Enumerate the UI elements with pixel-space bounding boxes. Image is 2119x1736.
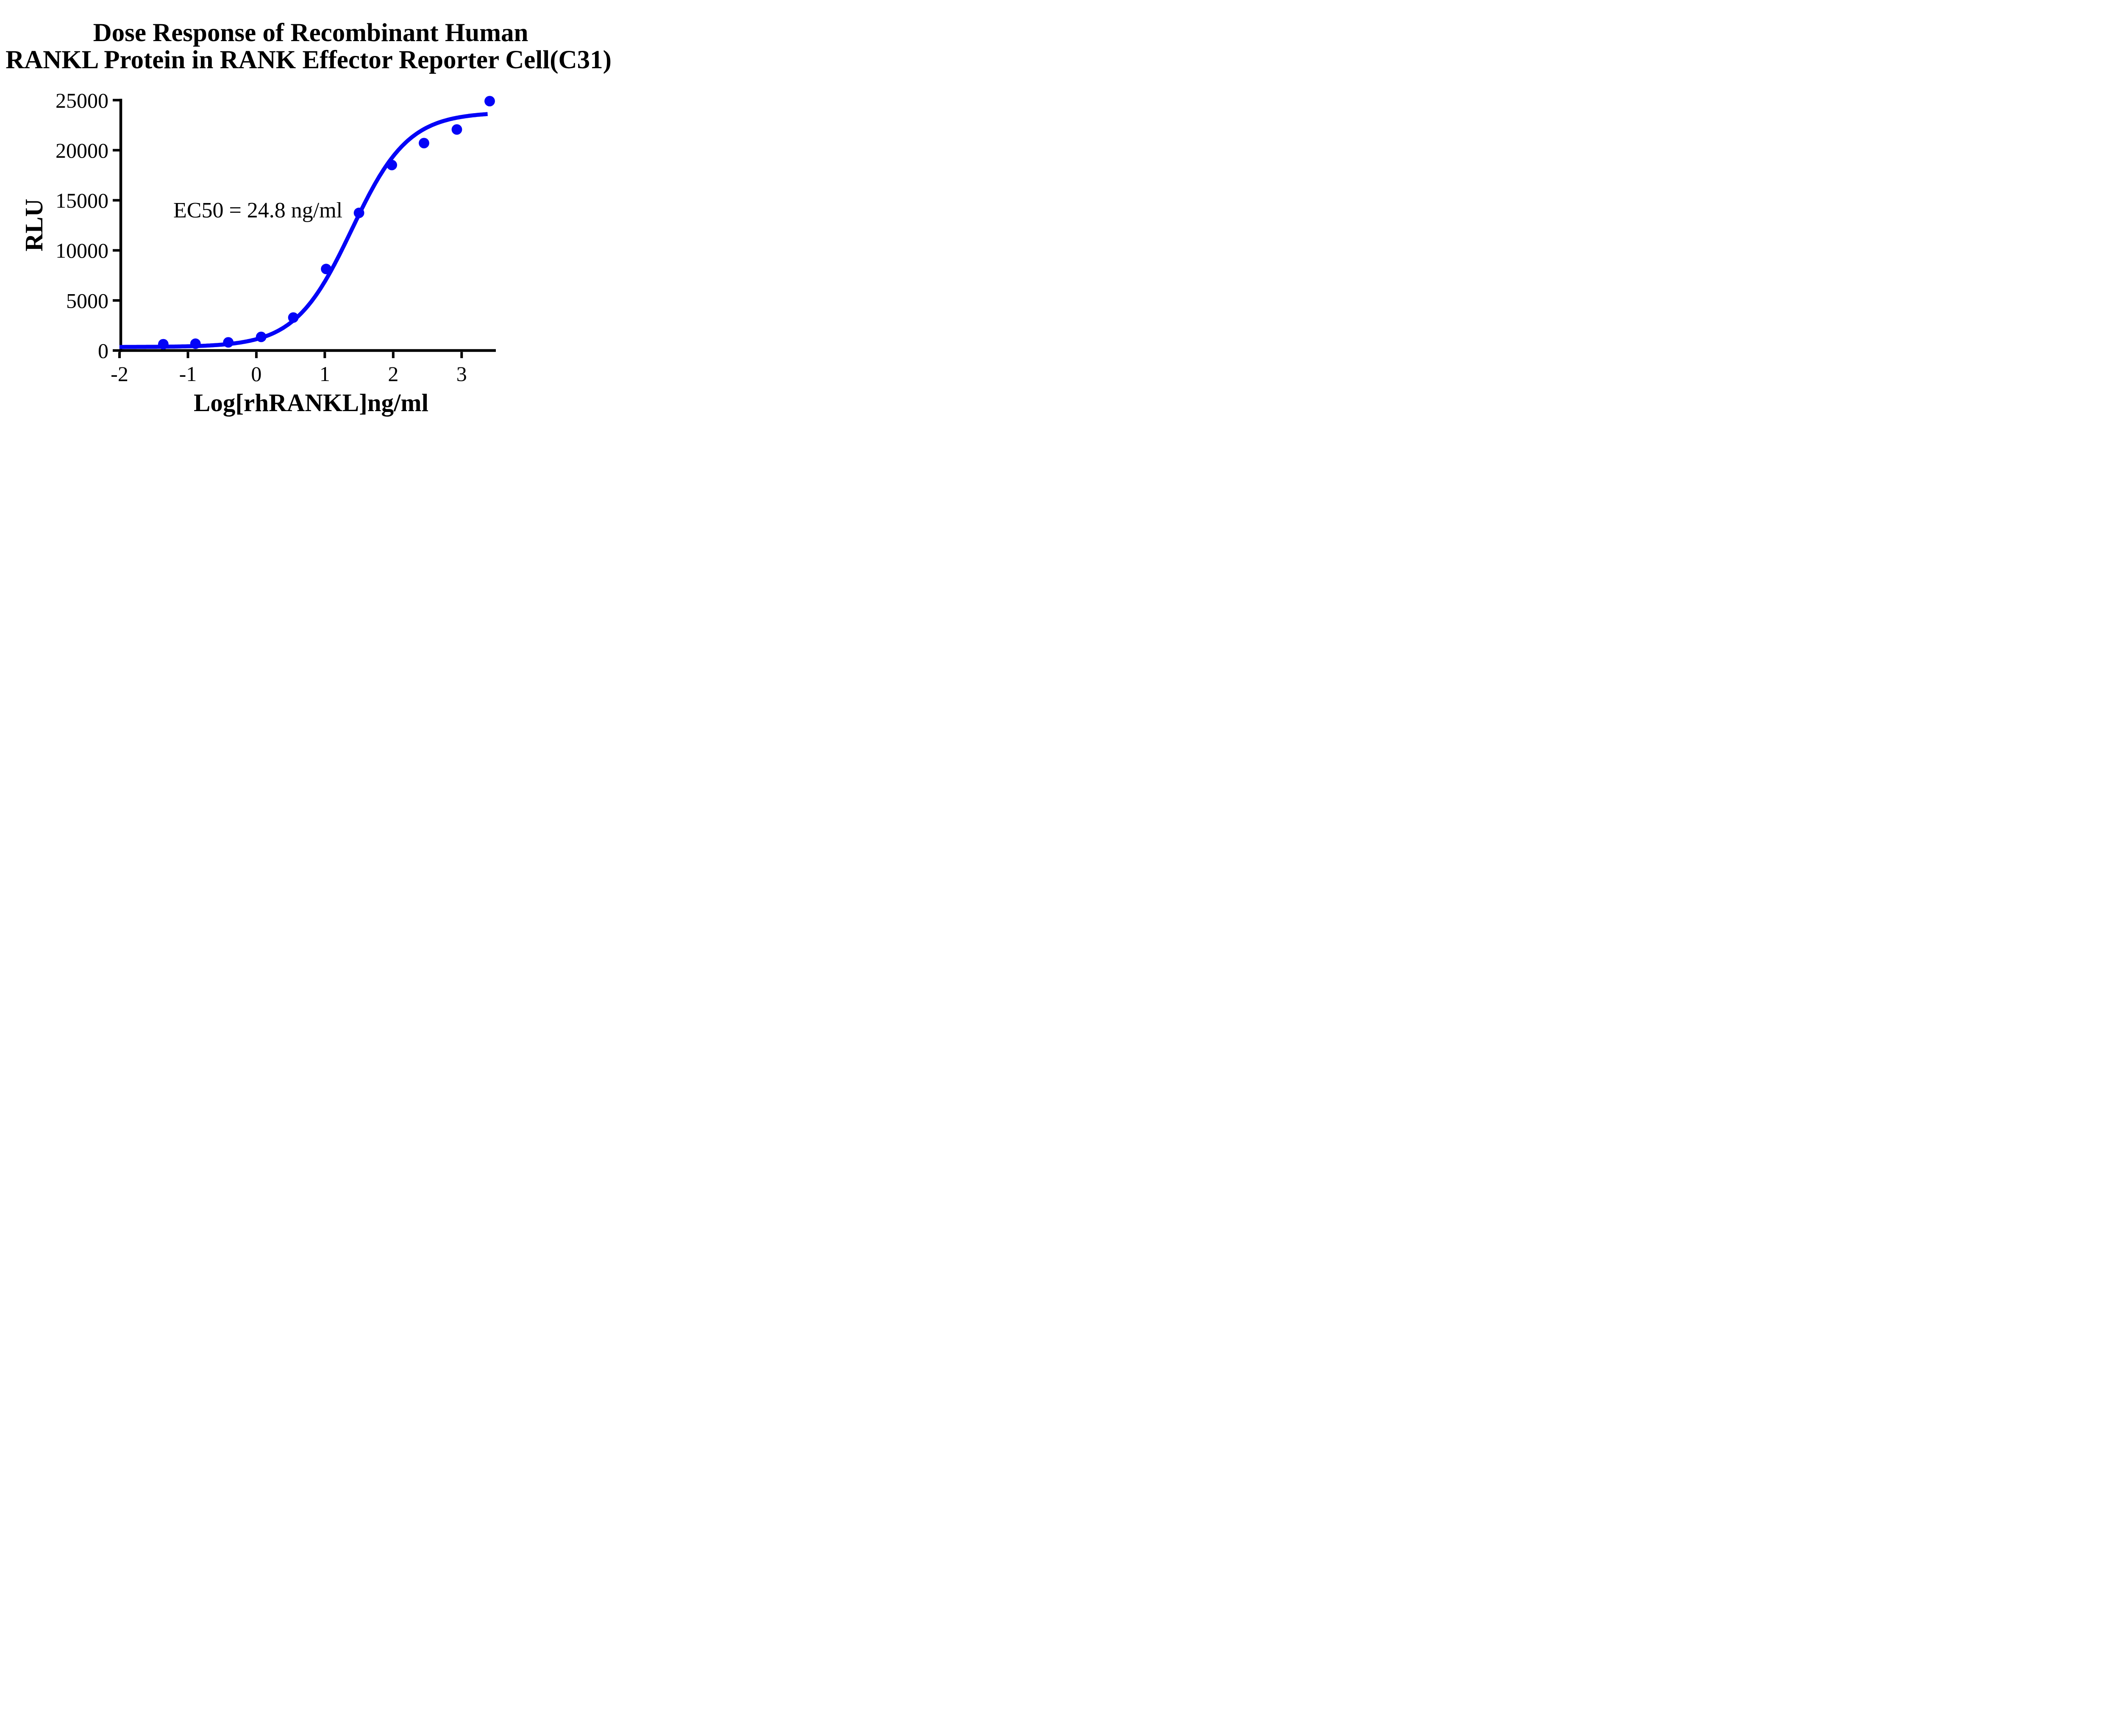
data-point: [223, 337, 234, 348]
data-point: [353, 207, 364, 218]
data-point: [256, 331, 267, 342]
y-tick-label: 25000: [56, 89, 108, 112]
dose-response-chart: 0 5000 10000 15000 20000 25000 -2 -1 0 1 2 3 Dose R…: [0, 0, 614, 434]
ec50-annotation: EC50 = 24.8 ng/ml: [173, 198, 342, 223]
data-point: [419, 138, 429, 149]
y-axis-title: RLU: [20, 199, 48, 252]
x-tick-label: 1: [320, 362, 330, 386]
x-tick-label: -1: [179, 362, 197, 386]
data-point: [484, 96, 495, 107]
data-point: [190, 338, 201, 349]
y-tick-label: 5000: [66, 289, 108, 312]
data-point: [288, 312, 299, 323]
y-tick-label: 20000: [56, 139, 108, 162]
data-point: [387, 159, 397, 170]
data-point: [158, 339, 169, 350]
x-axis-title: Log[rhRANKL]ng/ml: [194, 389, 428, 417]
fit-curve: [119, 112, 489, 349]
data-point: [451, 124, 462, 135]
y-tick-label: 0: [98, 339, 108, 363]
chart-title-line1: Dose Response of Recombinant Human: [93, 19, 528, 47]
x-tick-label: 2: [388, 362, 398, 386]
y-tick-label: 10000: [56, 239, 108, 262]
data-point: [321, 264, 331, 275]
chart-generated-layer: 0 5000 10000 15000 20000 25000 -2 -1 0 1 2 3: [56, 89, 496, 386]
chart-title-line2: RANKL Protein in RANK Effector Reporter …: [6, 46, 612, 74]
chart-plot-area: 0 5000 10000 15000 20000 25000 -2 -1 0 1 2 3 Dose R…: [6, 19, 612, 417]
x-tick-label: 0: [251, 362, 261, 386]
x-tick-label: -2: [111, 362, 128, 386]
x-tick-label: 3: [456, 362, 467, 386]
y-tick-label: 15000: [56, 189, 108, 212]
